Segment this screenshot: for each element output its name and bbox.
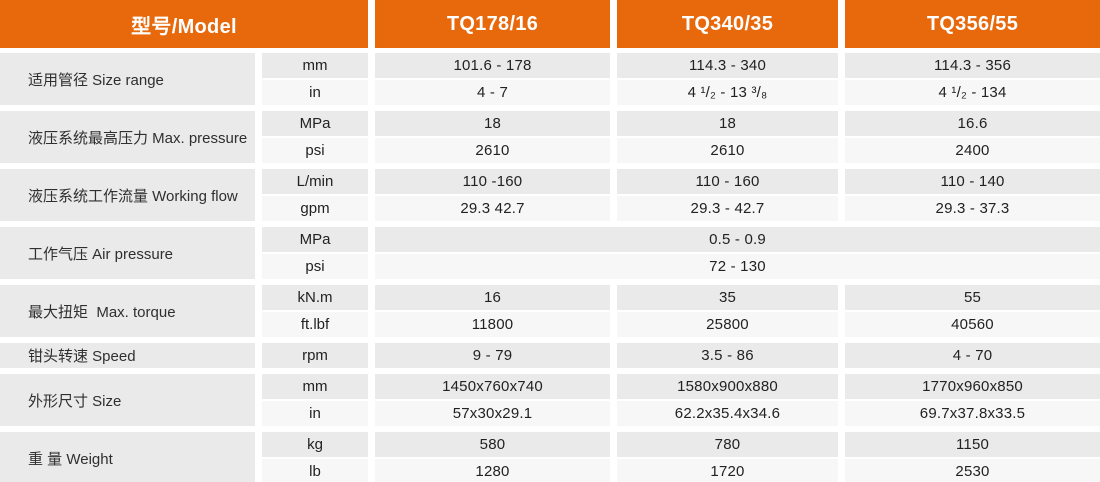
value-cell: 110 -160 xyxy=(375,169,610,194)
value-cell-span: 0.5 - 0.9 xyxy=(375,227,1100,252)
unit-cell: MPa xyxy=(262,227,368,252)
spec-group: 外形尺寸 Size mm 1450x760x740 1580x900x880 1770x… xyxy=(0,374,1100,426)
value-cell: 55 xyxy=(845,285,1100,310)
spec-group: 最大扭矩 Max. torque kN.m 16 35 55 ft.lbf 11800 258… xyxy=(0,285,1100,337)
unit-cell: mm xyxy=(262,53,368,78)
unit-cell: in xyxy=(262,401,368,426)
value-cell: 4 - 70 xyxy=(845,343,1100,368)
value-cell: 69.7x37.8x33.5 xyxy=(845,401,1100,426)
value-cell: 110 - 140 xyxy=(845,169,1100,194)
value-cell: 1450x760x740 xyxy=(375,374,610,399)
unit-cell: gpm xyxy=(262,196,368,221)
header-col-tq178-16: TQ178/16 xyxy=(375,0,610,48)
spec-group: 液压系统工作流量 Working flow L/min 110 -160 110 - … xyxy=(0,169,1100,221)
value-cell: 1280 xyxy=(375,459,610,482)
value-cell: 3.5 - 86 xyxy=(617,343,838,368)
row-group-label: 液压系统工作流量 Working flow xyxy=(0,169,255,221)
value-cell: 1770x960x850 xyxy=(845,374,1100,399)
value-cell: 29.3 - 42.7 xyxy=(617,196,838,221)
value-cell: 2530 xyxy=(845,459,1100,482)
value-cell: 2610 xyxy=(617,138,838,163)
value-cell: 780 xyxy=(617,432,838,457)
value-cell: 4 ¹/₂ - 13 ³/₈ xyxy=(617,80,838,105)
value-cell: 110 - 160 xyxy=(617,169,838,194)
row-group-label: 液压系统最高压力 Max. pressure xyxy=(0,111,255,163)
value-cell: 11800 xyxy=(375,312,610,337)
row-group-label: 外形尺寸 Size xyxy=(0,374,255,426)
unit-cell: psi xyxy=(262,138,368,163)
value-cell: 40560 xyxy=(845,312,1100,337)
spec-group: 重 量 Weight kg 580 780 1150 lb 1280 1720 2530 xyxy=(0,432,1100,482)
row-group-label: 最大扭矩 Max. torque xyxy=(0,285,255,337)
value-cell: 4 - 7 xyxy=(375,80,610,105)
value-cell-span: 72 - 130 xyxy=(375,254,1100,279)
value-cell: 580 xyxy=(375,432,610,457)
spec-group: 工作气压 Air pressure MPa 0.5 - 0.9 psi 72 - 130 xyxy=(0,227,1100,279)
unit-cell: lb xyxy=(262,459,368,482)
row-group-label: 重 量 Weight xyxy=(0,432,255,482)
value-cell: 29.3 42.7 xyxy=(375,196,610,221)
value-cell: 1580x900x880 xyxy=(617,374,838,399)
value-cell: 16 xyxy=(375,285,610,310)
value-cell: 2610 xyxy=(375,138,610,163)
value-cell: 1150 xyxy=(845,432,1100,457)
unit-cell: L/min xyxy=(262,169,368,194)
value-cell: 35 xyxy=(617,285,838,310)
unit-cell: kN.m xyxy=(262,285,368,310)
value-cell: 114.3 - 340 xyxy=(617,53,838,78)
unit-cell: MPa xyxy=(262,111,368,136)
unit-cell: kg xyxy=(262,432,368,457)
unit-cell: ft.lbf xyxy=(262,312,368,337)
value-cell: 2400 xyxy=(845,138,1100,163)
value-cell: 29.3 - 37.3 xyxy=(845,196,1100,221)
table-header-row: 型号/Model TQ178/16 TQ340/35 TQ356/55 xyxy=(0,0,1100,48)
value-cell: 114.3 - 356 xyxy=(845,53,1100,78)
value-cell: 9 - 79 xyxy=(375,343,610,368)
header-col-tq340-35: TQ340/35 xyxy=(617,0,838,48)
unit-cell: mm xyxy=(262,374,368,399)
row-group-label: 工作气压 Air pressure xyxy=(0,227,255,279)
row-group-label: 钳头转速 Speed xyxy=(0,343,255,368)
value-cell: 25800 xyxy=(617,312,838,337)
unit-cell: psi xyxy=(262,254,368,279)
spec-group: 适用管径 Size range mm 101.6 - 178 114.3 - 340 1… xyxy=(0,53,1100,105)
value-cell: 4 ¹/₂ - 134 xyxy=(845,80,1100,105)
value-cell: 18 xyxy=(617,111,838,136)
value-cell: 62.2x35.4x34.6 xyxy=(617,401,838,426)
spec-group: 钳头转速 Speed rpm 9 - 79 3.5 - 86 4 - 70 xyxy=(0,343,1100,368)
header-model-cell: 型号/Model xyxy=(0,0,368,48)
value-cell: 57x30x29.1 xyxy=(375,401,610,426)
row-group-label: 适用管径 Size range xyxy=(0,53,255,105)
value-cell: 16.6 xyxy=(845,111,1100,136)
unit-cell: rpm xyxy=(262,343,368,368)
value-cell: 101.6 - 178 xyxy=(375,53,610,78)
spec-group: 液压系统最高压力 Max. pressure MPa 18 18 16.6 psi 2610… xyxy=(0,111,1100,163)
value-cell: 18 xyxy=(375,111,610,136)
header-col-tq356-55: TQ356/55 xyxy=(845,0,1100,48)
table-body: 适用管径 Size range mm 101.6 - 178 114.3 - 340 1… xyxy=(0,53,1100,482)
unit-cell: in xyxy=(262,80,368,105)
value-cell: 1720 xyxy=(617,459,838,482)
